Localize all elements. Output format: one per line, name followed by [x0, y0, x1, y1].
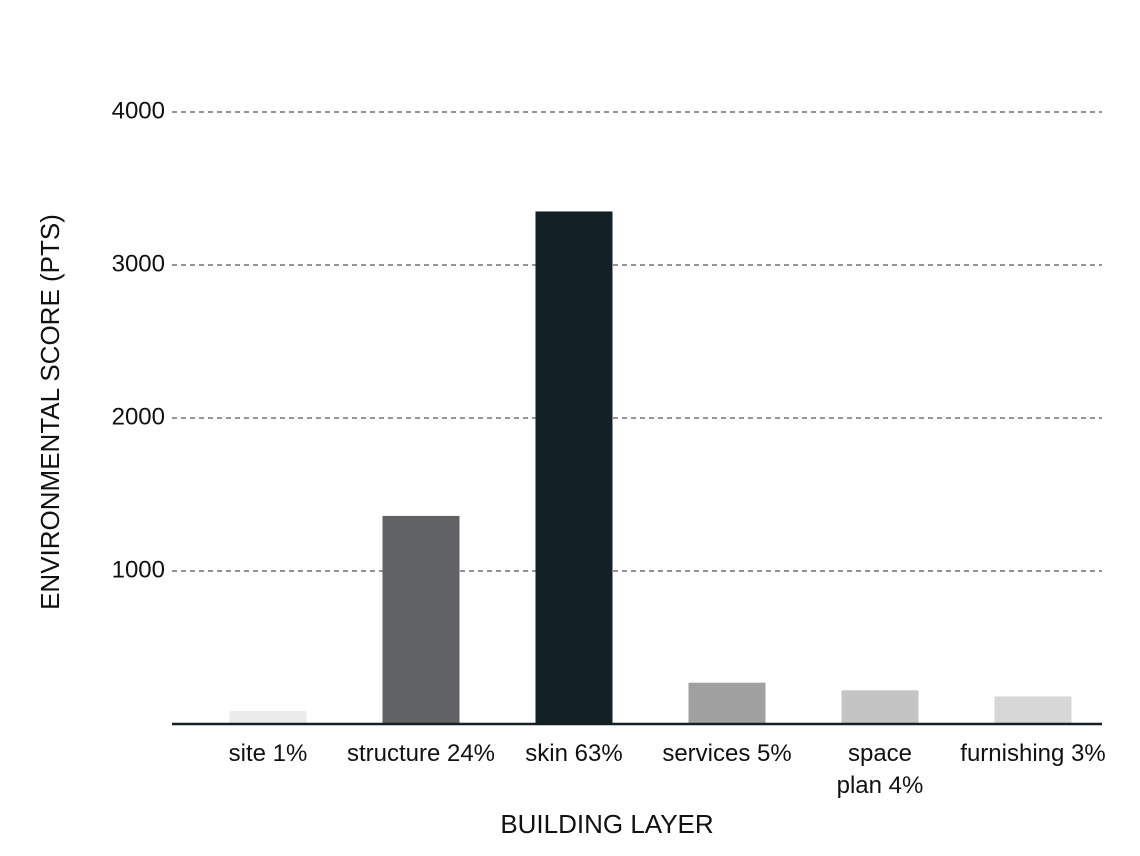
y-axis-title: ENVIRONMENTAL SCORE (PTS) [35, 214, 65, 610]
bar [382, 515, 460, 724]
y-tick-label: 4000 [112, 97, 165, 124]
x-tick-label: furnishing 3% [960, 740, 1106, 767]
bar [535, 211, 613, 724]
x-tick-label: site 1% [228, 740, 308, 767]
y-tick-label: 3000 [112, 250, 165, 277]
x-axis-title: BUILDING LAYER [500, 809, 713, 839]
x-tick-label: skin 63% [525, 740, 623, 767]
x-tick-label: space plan 4% [836, 740, 924, 799]
y-tick-label: 1000 [112, 556, 165, 583]
bar [229, 710, 307, 724]
x-tick-label: services 5% [662, 740, 792, 767]
y-tick-label: 2000 [112, 403, 165, 430]
bar [994, 696, 1072, 724]
x-tick-label: structure 24% [346, 740, 496, 767]
bar [841, 690, 919, 724]
bar [688, 682, 766, 724]
